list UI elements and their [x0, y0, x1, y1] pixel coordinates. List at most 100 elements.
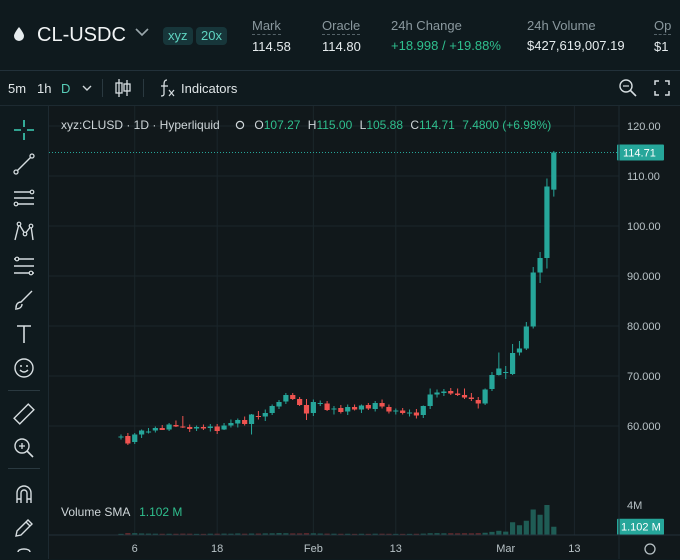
- candle-body: [262, 413, 268, 417]
- volume-bar: [118, 533, 124, 535]
- indicators-button[interactable]: Indicators: [181, 81, 238, 96]
- candle-body: [338, 408, 344, 412]
- volume-bar: [503, 531, 509, 535]
- screenshot-zoom-icon[interactable]: [618, 78, 638, 98]
- settings-gear-icon[interactable]: [644, 543, 656, 555]
- volume-bar: [207, 533, 213, 535]
- last-volume-label: 1.102 M: [621, 522, 661, 534]
- chevron-down-icon[interactable]: [135, 27, 149, 37]
- volume-bar: [448, 533, 454, 535]
- candle-body: [496, 368, 502, 375]
- magnet-icon[interactable]: [12, 482, 36, 506]
- chart-panel[interactable]: 120.00 110.00 100.00 90.000 80.000 70.000 60.0…: [49, 106, 680, 559]
- candle-body: [358, 405, 365, 410]
- volume-bar: [139, 533, 145, 535]
- candle-body: [461, 395, 468, 398]
- candle-body: [482, 389, 488, 404]
- market-symbol[interactable]: CL-USDC: [37, 24, 126, 46]
- candle-body: [152, 428, 158, 431]
- volume-value: 1.102 M: [139, 505, 183, 519]
- badge-dex: xyz: [163, 27, 193, 45]
- stat-24h-change-label: 24h Change: [391, 18, 462, 33]
- volume-bar: [455, 533, 461, 535]
- legend-title: xyz:CLUSD · 1D · Hyperliquid: [61, 118, 220, 132]
- fullscreen-icon[interactable]: [654, 80, 670, 96]
- volume-bar: [537, 514, 543, 535]
- volume-bar: [262, 533, 268, 535]
- market-header: CL-USDC xyz 20x Mark 114.58 Oracle 114.8…: [0, 0, 680, 71]
- volume-bar: [386, 533, 392, 535]
- stat-mark: Mark 114.58: [252, 18, 291, 54]
- candle-body: [475, 400, 481, 404]
- tools-divider: [8, 468, 40, 469]
- volume-label: Volume: [61, 505, 102, 519]
- visibility-dot-icon[interactable]: [235, 120, 245, 130]
- candle-body: [214, 426, 220, 431]
- stat-open-interest: Op $1: [654, 18, 672, 54]
- candle-body: [455, 393, 461, 395]
- candle-body: [393, 410, 399, 412]
- candle-body: [537, 258, 543, 273]
- trend-line-icon[interactable]: [12, 152, 36, 176]
- candle-body: [118, 436, 124, 438]
- drawing-toolbar: [0, 106, 49, 559]
- time-tick-label: Feb: [304, 543, 323, 555]
- candle-body: [317, 403, 323, 404]
- stat-24h-volume-label: 24h Volume: [527, 18, 596, 33]
- stat-24h-change: 24h Change +18.998 / +19.88%: [391, 18, 501, 53]
- legend-o-value: 107.27: [263, 118, 301, 132]
- fib-retracement-icon[interactable]: [12, 254, 36, 278]
- candle-body: [269, 406, 275, 413]
- more-tools-icon[interactable]: [12, 546, 36, 560]
- volume-bar: [365, 533, 371, 535]
- volume-bar: [351, 533, 358, 535]
- volume-bar: [269, 533, 275, 535]
- candle-body: [544, 186, 550, 258]
- interval-chevron-down-icon[interactable]: [82, 85, 92, 92]
- volume-bar: [132, 533, 138, 535]
- badge-leverage[interactable]: 20x: [196, 27, 227, 45]
- candle-body: [290, 395, 296, 399]
- candle-body: [242, 420, 248, 424]
- candle-body: [125, 436, 131, 444]
- tools-divider: [8, 390, 40, 391]
- pattern-icon[interactable]: [12, 220, 36, 244]
- volume-bar: [461, 533, 468, 535]
- price-tick-label: 70.000: [627, 371, 661, 383]
- volume-bar: [331, 533, 337, 535]
- time-tick-label: 18: [211, 543, 223, 555]
- volume-bar: [393, 533, 399, 535]
- volume-bar: [496, 530, 502, 535]
- zoom-in-icon[interactable]: [12, 436, 36, 460]
- price-tick-label: 110.00: [627, 171, 660, 183]
- candle-body: [324, 403, 330, 410]
- interval-1h[interactable]: 1h: [37, 81, 52, 96]
- crosshair-icon[interactable]: [12, 118, 36, 142]
- candle-body: [207, 426, 213, 428]
- volume-bar: [276, 533, 282, 535]
- candle-body: [530, 272, 536, 327]
- legend-l-label: L: [359, 118, 367, 132]
- interval-d[interactable]: D: [61, 81, 71, 96]
- last-volume-badge: [617, 518, 664, 535]
- candle-body: [441, 391, 447, 393]
- candle-body: [200, 427, 207, 429]
- emoji-icon[interactable]: [12, 356, 36, 380]
- candles-icon[interactable]: [114, 78, 132, 98]
- candle-body: [420, 406, 426, 415]
- candle-body: [489, 375, 495, 389]
- text-tool-icon[interactable]: [12, 322, 36, 346]
- candle-body: [345, 407, 351, 412]
- candlestick-chart[interactable]: 120.00 110.00 100.00 90.000 80.000 70.000 60.0…: [49, 106, 680, 559]
- legend-h-label: H: [307, 118, 317, 132]
- volume-bar: [523, 520, 529, 535]
- fx-indicators-icon[interactable]: [158, 78, 176, 98]
- candle-body: [509, 353, 516, 374]
- parallel-lines-icon[interactable]: [12, 186, 36, 210]
- candle-body: [283, 395, 289, 402]
- lock-pencil-icon[interactable]: [12, 516, 36, 540]
- candle-body: [400, 410, 406, 413]
- ruler-icon[interactable]: [12, 402, 36, 426]
- interval-5m[interactable]: 5m: [8, 81, 27, 96]
- brush-icon[interactable]: [12, 288, 36, 312]
